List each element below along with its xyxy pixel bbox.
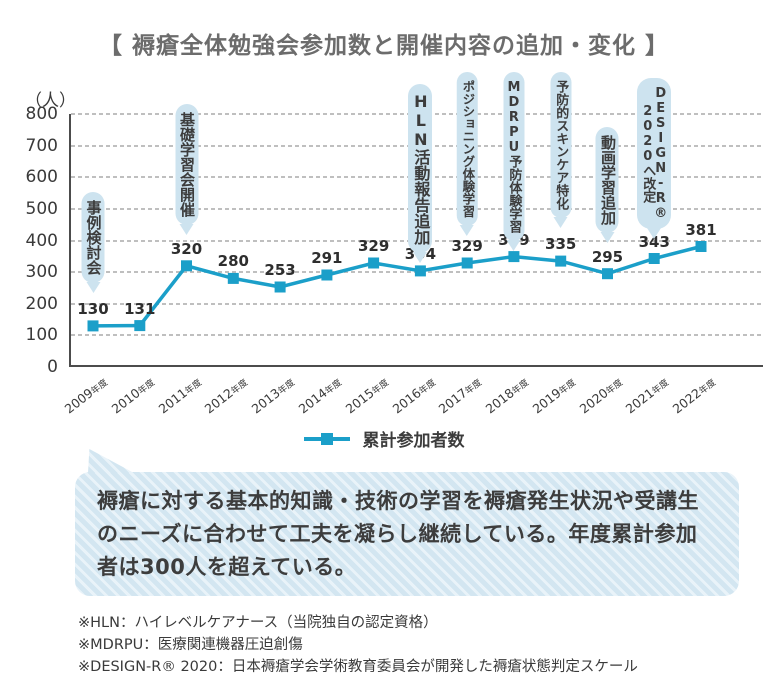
- data-point-label: 130: [77, 299, 109, 318]
- footnote-hln: ※HLN：ハイレベルケアナース（当院独自の認定資格）: [78, 615, 438, 631]
- footnotes: ※HLN：ハイレベルケアナース（当院独自の認定資格） ※MDRPU：医療関連機器…: [78, 612, 638, 678]
- footnote-mdrpu: ※MDRPU：医療関連機器圧迫創傷: [78, 637, 303, 653]
- annotation-bubble: HLN活動報告追加: [408, 84, 433, 263]
- participants-line-chart: （人） 0 100 200 300 400 500 600 700 800 130 131 320 2…: [0, 72, 768, 451]
- x-tick-label: 2017年度: [435, 377, 485, 417]
- legend-label: 累計参加者数: [362, 431, 465, 451]
- x-tick-label: 2012年度: [202, 377, 251, 417]
- y-axis-unit-label: （人）: [25, 91, 76, 111]
- data-point-label: 381: [685, 220, 717, 239]
- annotation-bubble: DESIGN-R® 2020へ改定: [637, 78, 672, 239]
- summary-callout: 褥瘡に対する基本的知識・技術の学習を褥瘡発生状況や受講生のニーズに合わせて工夫を…: [75, 449, 739, 596]
- summary-text: 褥瘡に対する基本的知識・技術の学習を褥瘡発生状況や受講生のニーズに合わせて工夫を…: [97, 488, 699, 579]
- x-tick-label: 2011年度: [155, 377, 204, 417]
- x-tick-label: 2016年度: [389, 377, 438, 417]
- x-tick-label: 2018年度: [482, 377, 532, 417]
- legend-line-marker-icon: [303, 432, 350, 445]
- page-title: 【 褥瘡全体勉強会参加数と開催内容の追加・変化 】: [98, 33, 669, 59]
- y-tick-label: 800: [25, 104, 58, 124]
- legend: 累計参加者数: [0, 426, 768, 451]
- data-point-label: 253: [264, 260, 296, 279]
- y-tick-label: 400: [25, 230, 58, 251]
- x-tick-label: 2019年度: [529, 377, 578, 417]
- line-series: [87, 241, 707, 332]
- data-point-label: 329: [451, 236, 483, 255]
- x-tick-label: 2020年度: [576, 377, 625, 417]
- x-tick-label: 2015年度: [342, 377, 391, 417]
- data-point-label: 329: [357, 236, 390, 255]
- x-tick-label: 2009年度: [61, 377, 111, 417]
- data-point-label: 280: [217, 252, 249, 271]
- y-tick-label: 600: [25, 167, 58, 188]
- data-point-label: 295: [591, 247, 624, 266]
- data-point-label: 320: [170, 239, 203, 258]
- x-tick-label: 2013年度: [248, 377, 298, 417]
- data-point-label: 291: [311, 248, 343, 267]
- y-tick-label: 200: [25, 293, 58, 314]
- y-tick-label: 100: [25, 325, 58, 346]
- x-tick-label: 2014年度: [295, 377, 345, 417]
- annotation-bubble: MDRPU予防体験学習: [503, 72, 525, 251]
- data-point-label: 335: [545, 235, 577, 254]
- gridline: [71, 302, 763, 305]
- footnote-design-r: ※DESIGN-R® 2020：日本褥瘡学会学術教育委員会が開発した褥瘡状態判定…: [78, 659, 638, 675]
- annotation-bubble: 動画学習追加: [595, 127, 619, 243]
- x-tick-label: 2022年度: [669, 377, 719, 417]
- annotation-bubble: 事例検討会: [81, 192, 105, 293]
- gridline: [71, 334, 763, 337]
- y-tick-label: 300: [25, 262, 58, 283]
- annotation-bubble: 予防的スキンケア特化: [550, 72, 572, 228]
- y-tick-label: 500: [25, 198, 58, 219]
- annotation-bubble: 基礎学習会開催: [175, 104, 199, 235]
- y-tick-label: 0: [47, 357, 58, 377]
- data-point-label: 343: [638, 232, 670, 251]
- data-point-label: 131: [124, 299, 156, 318]
- x-tick-label: 2010年度: [108, 377, 158, 417]
- annotation-bubble: ポジショニング体験学習: [456, 72, 478, 236]
- y-tick-label: 700: [25, 135, 58, 156]
- x-tick-label: 2021年度: [622, 377, 672, 417]
